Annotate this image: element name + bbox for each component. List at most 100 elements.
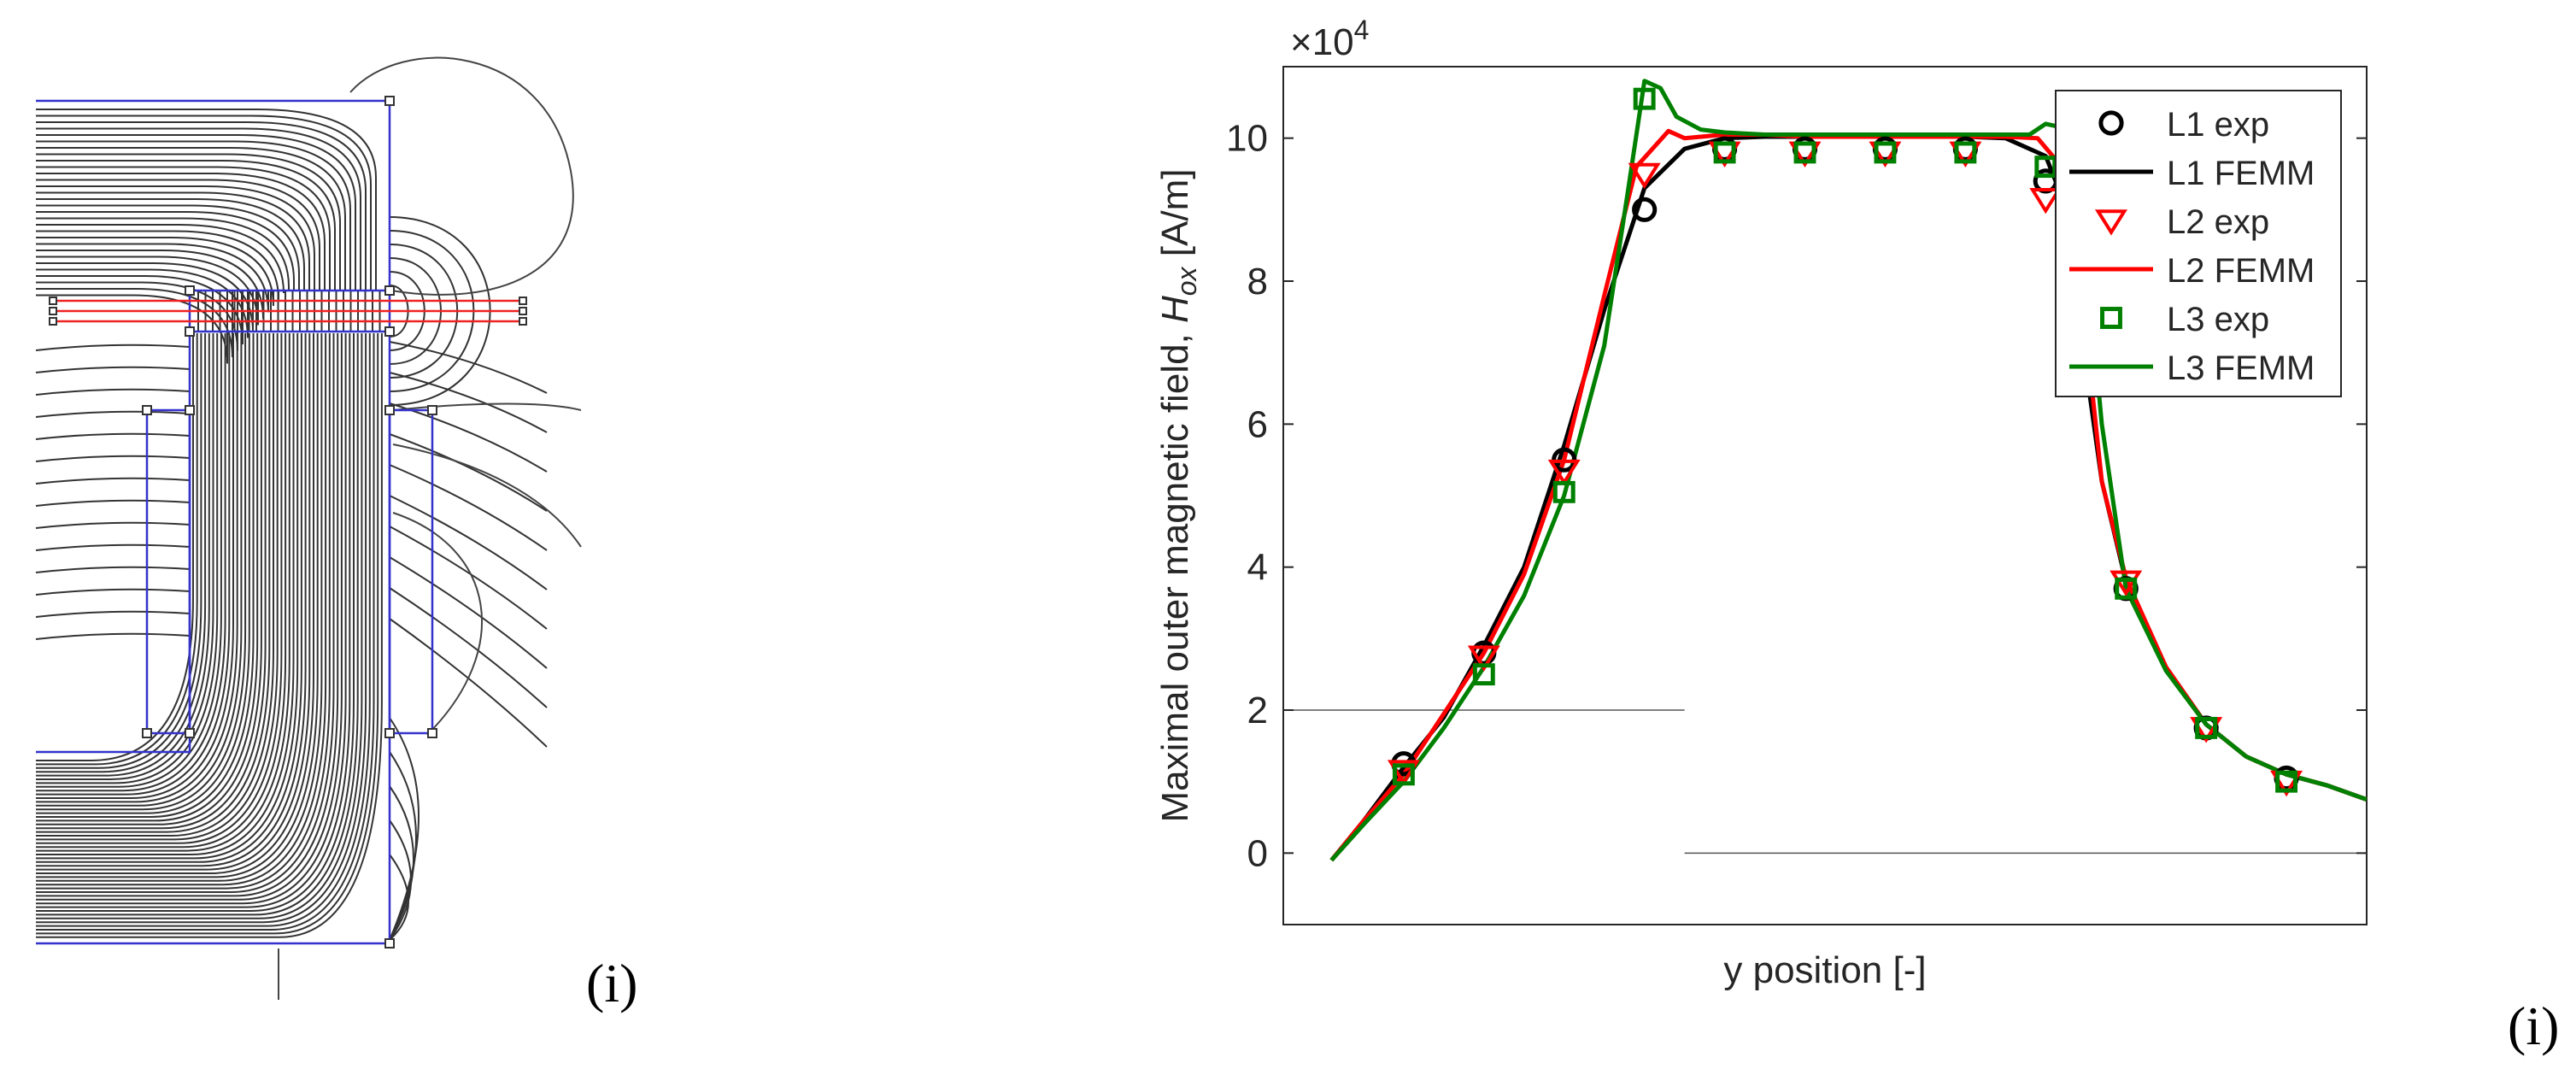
- mesh-node: [185, 405, 195, 415]
- field-line-left: [35, 477, 191, 485]
- data-point: [1713, 141, 1736, 164]
- field-line-core: [36, 333, 262, 825]
- data-point: [2115, 577, 2138, 600]
- field-line-top: [36, 160, 336, 291]
- field-line-core: [36, 333, 210, 777]
- field-line-left: [35, 388, 191, 396]
- field-line-core: [36, 333, 314, 874]
- data-point: [2275, 770, 2298, 793]
- field-line-bottom: [389, 785, 414, 941]
- field-line-top: [36, 147, 346, 291]
- legend-swatch-marker: [2094, 209, 2128, 236]
- field-line-core: [36, 333, 331, 890]
- field-line-core: [36, 333, 271, 833]
- panel-label-left: (i): [586, 953, 637, 1013]
- mesh-node: [142, 728, 152, 738]
- mesh-node: [185, 285, 195, 296]
- field-line-core: [36, 333, 351, 908]
- legend-label: L3 FEMM: [2167, 349, 2315, 387]
- field-line-core: [36, 333, 295, 855]
- field-line-top: [36, 153, 341, 291]
- panel-label-right: (i): [2508, 996, 2559, 1056]
- field-line-core: [36, 333, 290, 852]
- field-line-left: [35, 632, 191, 640]
- field-line-top: [36, 179, 320, 291]
- field-line-right: [389, 402, 548, 473]
- field-line-core: [36, 333, 234, 799]
- field-line-top: [36, 275, 244, 345]
- data-point: [1632, 197, 1658, 222]
- field-line-left: [35, 432, 191, 440]
- legend-label: L1 FEMM: [2167, 155, 2315, 192]
- field-line-right: [389, 618, 548, 748]
- field-line-core: [36, 333, 375, 931]
- field-line-top: [36, 198, 305, 291]
- field-line-right: [389, 433, 548, 512]
- field-line-outer-right-2: [392, 443, 582, 548]
- mesh-node: [384, 938, 395, 949]
- magnetic-core-outline: [36, 99, 434, 945]
- coil-terminals: [49, 297, 527, 326]
- y-exponent-power: 4: [1354, 15, 1370, 45]
- legend-entry: L3 FEMM: [2069, 349, 2315, 387]
- mesh-node: [384, 285, 395, 296]
- mesh-node: [384, 728, 395, 738]
- field-line-core: [36, 333, 311, 871]
- field-line-right: [389, 464, 548, 551]
- svg-text:×104: ×104: [1290, 15, 1369, 63]
- series-line-l3-femm: [1329, 79, 2368, 862]
- field-line-top: [36, 268, 249, 338]
- reference-lines: [1283, 709, 2367, 855]
- data-point: [1633, 87, 1656, 110]
- mesh-node: [185, 728, 195, 738]
- legend-entry: L1 exp: [2098, 106, 2269, 144]
- data-point: [1387, 760, 1420, 786]
- field-line-right: [389, 341, 548, 394]
- coil-lines: [53, 299, 523, 323]
- field-line-top: [36, 217, 290, 291]
- mesh-node: [427, 728, 437, 738]
- field-line-core: [36, 333, 371, 927]
- field-line-core: [36, 333, 279, 841]
- field-line-core: [36, 333, 198, 766]
- field-line-core: [36, 333, 323, 882]
- x-axis-label: y position [-]: [1723, 949, 1926, 991]
- mesh-node: [142, 405, 152, 415]
- field-line-core: [36, 333, 231, 796]
- field-line-top: [36, 121, 367, 291]
- field-line-core: [36, 333, 222, 788]
- y-exponent-label: ×104: [1290, 15, 1369, 63]
- legend-swatch-marker: [2100, 307, 2122, 329]
- field-line-top: [36, 243, 269, 313]
- y-tick-label: 8: [1247, 261, 1268, 302]
- field-line-core: [36, 333, 267, 830]
- field-lines: [35, 109, 548, 941]
- y-axis-label: Maximal outer magnetic field, Hox [A/m]: [1154, 169, 1202, 823]
- field-line-left: [35, 566, 191, 573]
- field-line-core: [36, 333, 287, 849]
- mesh-node: [185, 326, 195, 337]
- field-line-left: [35, 410, 191, 418]
- field-line-core: [36, 333, 247, 811]
- field-line-core: [36, 333, 363, 919]
- legend-swatch-marker: [2098, 110, 2124, 136]
- field-line-right: [389, 587, 548, 708]
- data-point: [1547, 459, 1581, 486]
- field-line-core: [36, 333, 359, 916]
- field-line-core: [36, 333, 283, 844]
- data-point: [1628, 162, 1661, 190]
- field-line-core: [36, 333, 343, 901]
- field-line-core: [36, 333, 226, 792]
- field-line-core: [36, 333, 250, 814]
- field-line-top: [36, 237, 274, 307]
- field-line-top: [36, 256, 259, 326]
- field-line-top: [36, 288, 233, 358]
- field-line-core: [36, 333, 335, 893]
- field-line-left: [35, 499, 191, 507]
- field-line-top: [36, 127, 361, 291]
- legend-entry: L3 exp: [2100, 301, 2269, 338]
- y-tick-label: 6: [1247, 403, 1268, 445]
- y-exponent-base: ×10: [1290, 21, 1354, 63]
